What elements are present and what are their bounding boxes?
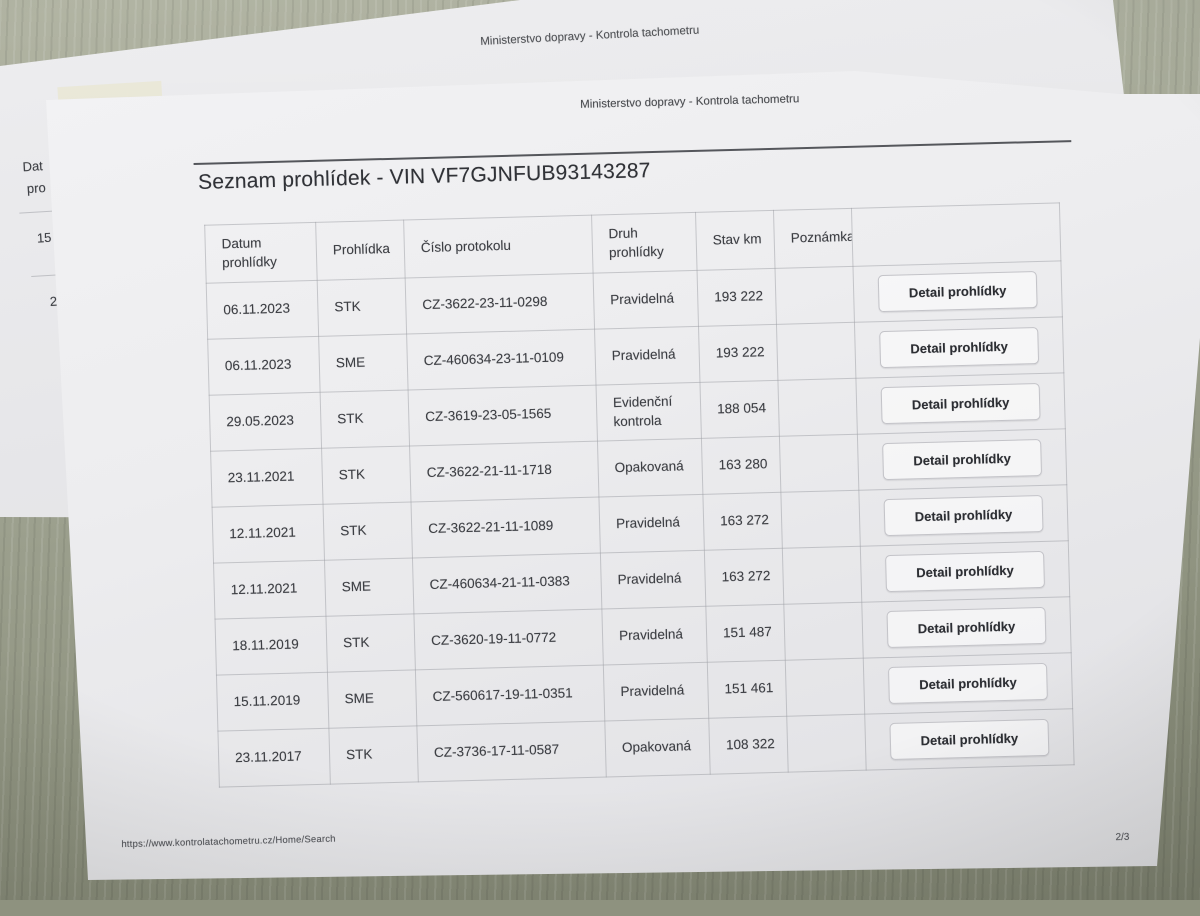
- cell-prohlidka: SME: [318, 334, 409, 393]
- cell-poznamka: [783, 602, 864, 661]
- cell-datum: 23.11.2017: [217, 728, 331, 788]
- cell-prohlidka: SME: [324, 557, 414, 617]
- fragment-text: 2: [49, 293, 58, 309]
- cell-prohlidka: STK: [328, 725, 419, 785]
- cell-stav-km: 188 054: [699, 380, 780, 439]
- cell-poznamka: [775, 266, 855, 325]
- fragment-text: pro: [26, 180, 47, 197]
- cell-stav-km: 163 272: [702, 492, 783, 551]
- cell-poznamka: [785, 658, 865, 717]
- cell-protokol: CZ-3620-19-11-0772: [413, 609, 604, 670]
- cell-stav-km: 151 461: [707, 660, 787, 719]
- cell-prohlidka: SME: [327, 669, 417, 729]
- cell-protokol: CZ-460634-23-11-0109: [406, 329, 597, 391]
- cell-actions: Detail prohlídky: [855, 372, 1066, 435]
- cell-poznamka: [776, 322, 856, 381]
- cell-datum: 12.11.2021: [213, 560, 326, 620]
- cell-druh: Pravidelná: [601, 606, 708, 665]
- cell-stav-km: 193 222: [698, 324, 778, 383]
- cell-druh: Pravidelná: [603, 662, 709, 721]
- cell-druh: Pravidelná: [593, 270, 699, 330]
- detail-prohlidky-button[interactable]: Detail prohlídky: [881, 438, 1043, 481]
- cell-datum: 18.11.2019: [215, 616, 328, 676]
- detail-prohlidky-button[interactable]: Detail prohlídky: [883, 494, 1044, 537]
- cell-poznamka: [780, 490, 861, 549]
- cell-datum: 12.11.2021: [212, 504, 325, 564]
- cell-protokol: CZ-460634-21-11-0383: [412, 553, 602, 614]
- column-header-prohlidka: Prohlídka: [315, 220, 406, 281]
- cell-actions: Detail prohlídky: [852, 260, 1063, 323]
- detail-prohlidky-button[interactable]: Detail prohlídky: [877, 270, 1038, 313]
- cell-druh: Pravidelná: [598, 494, 705, 554]
- cell-protokol: CZ-560617-19-11-0351: [415, 664, 605, 726]
- cell-actions: Detail prohlídky: [857, 428, 1067, 491]
- cell-protokol: CZ-3619-23-05-1565: [408, 385, 598, 446]
- cell-poznamka: [782, 546, 862, 605]
- cell-prohlidka: STK: [325, 613, 416, 673]
- cell-poznamka: [786, 714, 867, 773]
- column-header-datum: Datum prohlídky: [204, 222, 318, 284]
- column-header-druh: Druh prohlídky: [591, 212, 698, 274]
- cell-stav-km: 108 322: [708, 716, 789, 775]
- cell-datum: 15.11.2019: [216, 672, 329, 732]
- column-header-actions: [851, 202, 1061, 267]
- cell-druh: Opakovaná: [597, 438, 703, 498]
- detail-prohlidky-button[interactable]: Detail prohlídky: [889, 718, 1050, 761]
- footer-url: https://www.kontrolatachometru.cz/Home/S…: [121, 833, 336, 851]
- cell-druh: Pravidelná: [594, 326, 700, 386]
- back-sheet-header: Ministerstvo dopravy - Kontrola tachomet…: [480, 24, 700, 48]
- detail-prohlidky-button[interactable]: Detail prohlídky: [884, 550, 1046, 593]
- cell-prohlidka: STK: [320, 390, 410, 449]
- page-number: 2/3: [1115, 831, 1130, 844]
- cell-poznamka: [777, 378, 858, 437]
- detail-prohlidky-button[interactable]: Detail prohlídky: [880, 382, 1041, 425]
- cell-protokol: CZ-3622-21-11-1089: [411, 497, 601, 558]
- cell-datum: 06.11.2023: [206, 280, 319, 340]
- cell-poznamka: [779, 434, 859, 493]
- cell-actions: Detail prohlídky: [861, 596, 1072, 659]
- cell-datum: 06.11.2023: [207, 336, 321, 396]
- inspections-table: Datum prohlídky Prohlídka Číslo protokol…: [204, 202, 1075, 788]
- cell-datum: 29.05.2023: [209, 392, 322, 452]
- cell-druh: Opakovaná: [604, 718, 711, 777]
- cell-actions: Detail prohlídky: [864, 708, 1075, 771]
- fragment-text: Dat: [22, 158, 44, 175]
- cell-prohlidka: STK: [317, 278, 407, 337]
- column-header-poznamka: Poznámka: [773, 208, 853, 269]
- cell-stav-km: 151 487: [705, 604, 786, 663]
- cell-stav-km: 193 222: [697, 268, 777, 327]
- document-header: Ministerstvo dopravy - Kontrola tachomet…: [580, 93, 800, 111]
- cell-druh: Pravidelná: [600, 550, 706, 610]
- cell-protokol: CZ-3622-23-11-0298: [405, 273, 595, 335]
- cell-actions: Detail prohlídky: [854, 316, 1064, 379]
- cell-protokol: CZ-3736-17-11-0587: [416, 720, 607, 782]
- cell-actions: Detail prohlídky: [860, 540, 1070, 603]
- detail-prohlidky-button[interactable]: Detail prohlídky: [886, 606, 1047, 649]
- cell-prohlidka: STK: [323, 501, 413, 561]
- table-body: 06.11.2023 STK CZ-3622-23-11-0298 Pravid…: [206, 260, 1075, 788]
- cell-datum: 23.11.2021: [210, 448, 324, 508]
- fragment-text: 15: [36, 229, 52, 246]
- detail-prohlidky-button[interactable]: Detail prohlídky: [878, 326, 1040, 369]
- detail-prohlidky-button[interactable]: Detail prohlídky: [887, 662, 1049, 705]
- cell-actions: Detail prohlídky: [858, 484, 1069, 547]
- cell-stav-km: 163 280: [701, 436, 781, 495]
- column-header-stavkm: Stav km: [695, 210, 776, 271]
- cell-protokol: CZ-3622-21-11-1718: [409, 441, 599, 502]
- page-title: Seznam prohlídek - VIN VF7GJNFUB93143287: [197, 159, 651, 194]
- column-header-protokol: Číslo protokolu: [403, 215, 594, 279]
- cell-actions: Detail prohlídky: [863, 652, 1073, 715]
- cell-druh: Evidenční kontrola: [596, 382, 702, 442]
- cell-stav-km: 163 272: [704, 548, 784, 607]
- cell-prohlidka: STK: [321, 445, 412, 505]
